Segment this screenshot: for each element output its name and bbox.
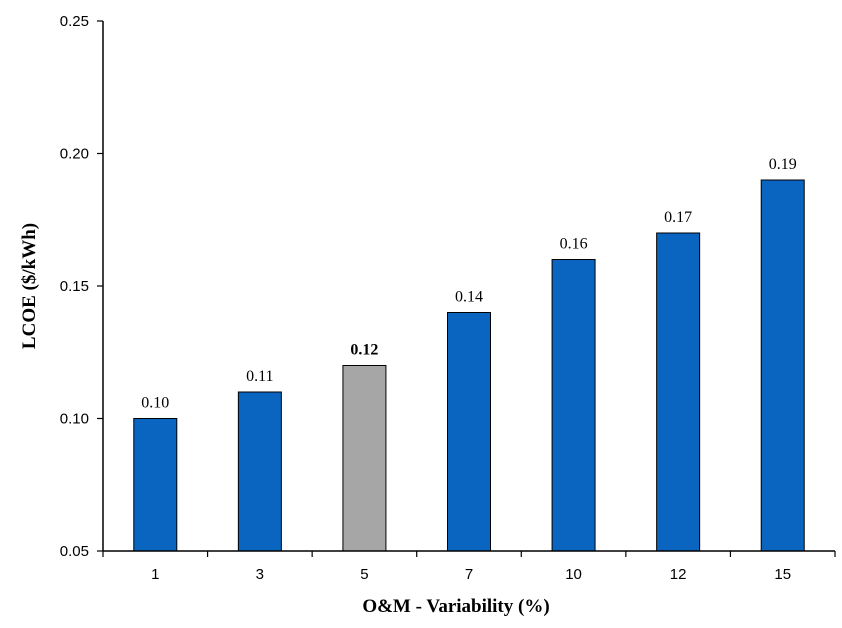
data-label-10: 0.16 [560, 236, 588, 253]
x-axis-title: O&M - Variability (%) [362, 596, 549, 617]
bar-15 [760, 179, 805, 552]
bars [133, 179, 805, 552]
data-label-5: 0.12 [350, 342, 378, 359]
x-tick-label: 3 [256, 566, 264, 583]
bar-10 [551, 259, 596, 552]
y-tick-label: 0.25 [60, 13, 89, 30]
x-tick-label: 7 [465, 566, 473, 583]
x-tick-label: 5 [360, 566, 368, 583]
data-label-12: 0.17 [664, 209, 692, 226]
bar-3 [237, 391, 282, 552]
y-axis-ticks: 0.05 0.10 0.15 0.20 0.25 [60, 13, 103, 560]
y-tick-label: 0.05 [60, 543, 89, 560]
x-tick-label: 10 [565, 566, 582, 583]
x-axis-ticks: 1 3 5 7 10 12 15 [102, 551, 836, 583]
y-tick-label: 0.15 [60, 278, 89, 295]
data-label-1: 0.10 [141, 395, 169, 412]
bar-12 [656, 232, 701, 552]
x-tick-label: 12 [670, 566, 687, 583]
x-tick-label: 15 [774, 566, 791, 583]
data-label-7: 0.14 [455, 289, 483, 306]
y-tick-label: 0.20 [60, 146, 89, 163]
bar-5 [342, 365, 387, 552]
data-labels: 0.10 0.11 0.12 0.14 0.16 0.17 0.19 [141, 156, 796, 412]
data-label-15: 0.19 [769, 156, 797, 173]
y-tick-label: 0.10 [60, 411, 89, 428]
x-tick-label: 1 [151, 566, 159, 583]
bar-7 [447, 312, 491, 552]
bar-1 [133, 418, 178, 552]
data-label-3: 0.11 [246, 368, 273, 385]
y-axis-title: LCOE ($/kWh) [19, 223, 40, 349]
